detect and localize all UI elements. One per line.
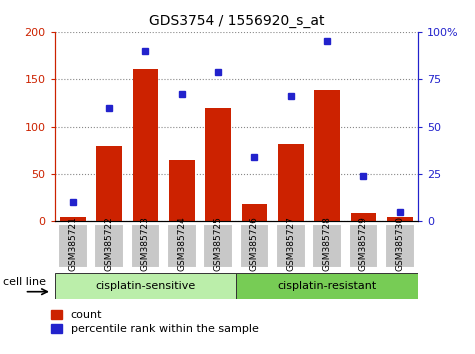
FancyBboxPatch shape	[349, 224, 379, 268]
Text: GSM385726: GSM385726	[250, 216, 259, 271]
FancyBboxPatch shape	[237, 273, 418, 299]
Bar	[96, 147, 122, 221]
FancyBboxPatch shape	[58, 224, 88, 268]
Text: GSM385730: GSM385730	[395, 216, 404, 271]
Bar	[387, 217, 413, 221]
FancyBboxPatch shape	[239, 224, 269, 268]
Bar	[60, 217, 86, 221]
Title: GDS3754 / 1556920_s_at: GDS3754 / 1556920_s_at	[149, 14, 324, 28]
FancyBboxPatch shape	[131, 224, 161, 268]
FancyBboxPatch shape	[312, 224, 342, 268]
FancyBboxPatch shape	[55, 273, 237, 299]
Bar	[314, 90, 340, 221]
Text: GSM385724: GSM385724	[177, 216, 186, 271]
FancyBboxPatch shape	[94, 224, 124, 268]
FancyBboxPatch shape	[203, 224, 233, 268]
Text: GSM385727: GSM385727	[286, 216, 295, 271]
Bar	[133, 69, 158, 221]
FancyBboxPatch shape	[167, 224, 197, 268]
Bar	[351, 213, 376, 221]
Bar	[205, 108, 231, 221]
FancyBboxPatch shape	[385, 224, 415, 268]
Text: GSM385722: GSM385722	[104, 216, 114, 271]
Text: cisplatin-resistant: cisplatin-resistant	[277, 281, 377, 291]
Text: GSM385728: GSM385728	[323, 216, 332, 271]
Text: cell line: cell line	[3, 277, 46, 287]
Bar	[278, 144, 304, 221]
Text: GSM385725: GSM385725	[214, 216, 223, 271]
Legend: count, percentile rank within the sample: count, percentile rank within the sample	[51, 310, 258, 334]
Bar	[169, 160, 195, 221]
FancyBboxPatch shape	[276, 224, 306, 268]
Text: GSM385723: GSM385723	[141, 216, 150, 271]
Text: cisplatin-sensitive: cisplatin-sensitive	[95, 281, 196, 291]
Text: GSM385729: GSM385729	[359, 216, 368, 271]
Text: GSM385721: GSM385721	[68, 216, 77, 271]
Bar	[242, 204, 267, 221]
